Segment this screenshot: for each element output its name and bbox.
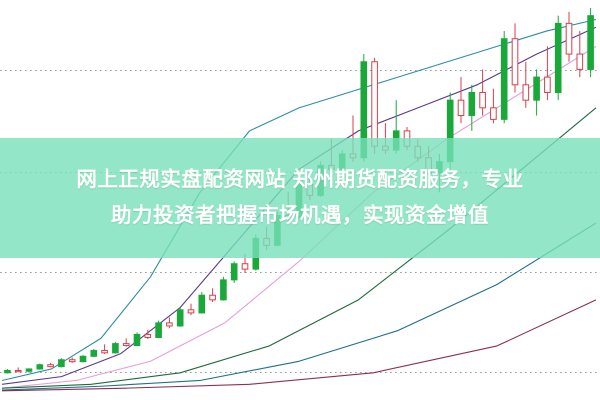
candle-body-down [576, 53, 584, 70]
candle-body-up [112, 343, 119, 354]
ma-line-ma20 [1, 45, 597, 389]
candle-body-up [554, 22, 562, 93]
candle-body-up [90, 350, 98, 357]
candle-body-down [565, 22, 573, 55]
banner-headline-line-1: 网上正规实盘配资网站 郑州期货配资服务，专业 [76, 168, 524, 192]
text-overlay-band: 网上正规实盘配资网站 郑州期货配资服务，专业 助力投资者把握市场机遇，实现资金增… [0, 138, 600, 258]
candle-body-up [4, 370, 11, 374]
candle-body-down [522, 84, 530, 101]
ma-line-ma120 [1, 299, 597, 392]
candle-body-down [544, 76, 551, 93]
ma-line-ma5 [1, 18, 597, 382]
candle-body-down [209, 294, 216, 301]
candle-body-up [500, 38, 508, 120]
candle-body-up [587, 15, 594, 70]
candle-body-up [79, 355, 87, 363]
candle-body-up [155, 322, 162, 338]
candle-body-down [490, 107, 497, 120]
candle-body-up [176, 309, 184, 327]
candle-body-down [144, 333, 152, 338]
candle-body-down [14, 370, 22, 373]
candle-body-up [468, 91, 476, 117]
candle-body-down [241, 263, 249, 270]
candle-body-down [68, 359, 76, 363]
candle-body-up [58, 359, 65, 368]
candle-body-up [220, 279, 227, 301]
candle-body-up [533, 76, 540, 101]
candle-body-down [511, 38, 519, 86]
candle-body-up [133, 333, 141, 347]
candle-body-up [36, 364, 44, 370]
candle-body-down [371, 61, 378, 147]
ma-line-ma60 [1, 222, 597, 391]
candle-body-down [457, 99, 465, 117]
candle-body-up [198, 294, 206, 314]
candle-body-down [166, 322, 173, 327]
candle-body-down [187, 309, 195, 314]
candle-body-down [479, 91, 486, 109]
banner-headline-line-2: 助力投资者把握市场机遇，实现资金增值 [111, 204, 489, 227]
candle-body-up [230, 263, 238, 281]
candle-body-down [47, 364, 54, 368]
candle-body-up [25, 368, 33, 372]
candle-body-down [101, 350, 108, 354]
candle-body-down [122, 343, 130, 347]
